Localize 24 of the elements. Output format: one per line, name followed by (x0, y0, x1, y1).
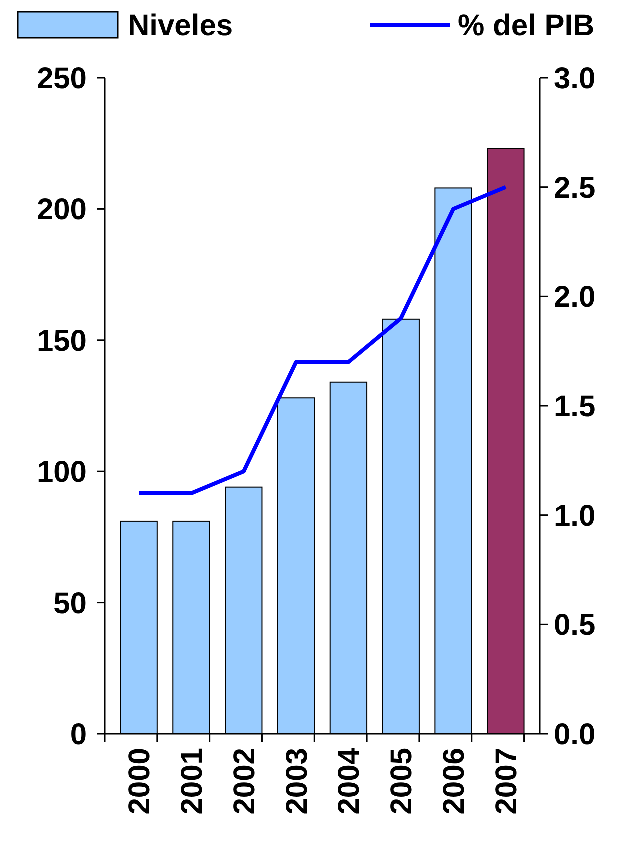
y2-tick-label: 0.0 (554, 718, 596, 752)
y-tick-label: 100 (36, 456, 87, 490)
x-tick-label: 2001 (176, 748, 209, 815)
x-tick-label: 2005 (386, 748, 419, 815)
line-series (137, 185, 508, 496)
x-tick-label: 2006 (438, 748, 472, 815)
y-tick-label: 0 (70, 718, 87, 752)
y2-tick-label: 2.0 (554, 281, 596, 314)
y2-tick-label: 1.0 (554, 500, 596, 533)
legend-label: Niveles (128, 10, 234, 42)
y-tick-label: 250 (36, 62, 87, 96)
y-tick-label: 150 (36, 324, 87, 358)
y2-tick-label: 0.5 (554, 609, 596, 642)
y2-tick-label: 2.5 (554, 172, 596, 205)
legend-label: % del PIB (458, 10, 595, 42)
x-tick-label: 2003 (280, 748, 314, 815)
y-tick-label: 50 (54, 587, 87, 620)
y2-tick-label: 1.5 (554, 390, 596, 424)
y-tick-label: 200 (36, 194, 87, 227)
y2-tick-label: 3.0 (554, 62, 596, 96)
x-tick-label: 2000 (124, 748, 157, 815)
x-tick-label: 2004 (333, 748, 366, 815)
x-tick-label: 2007 (490, 748, 524, 815)
x-tick-label: 2002 (228, 748, 262, 815)
